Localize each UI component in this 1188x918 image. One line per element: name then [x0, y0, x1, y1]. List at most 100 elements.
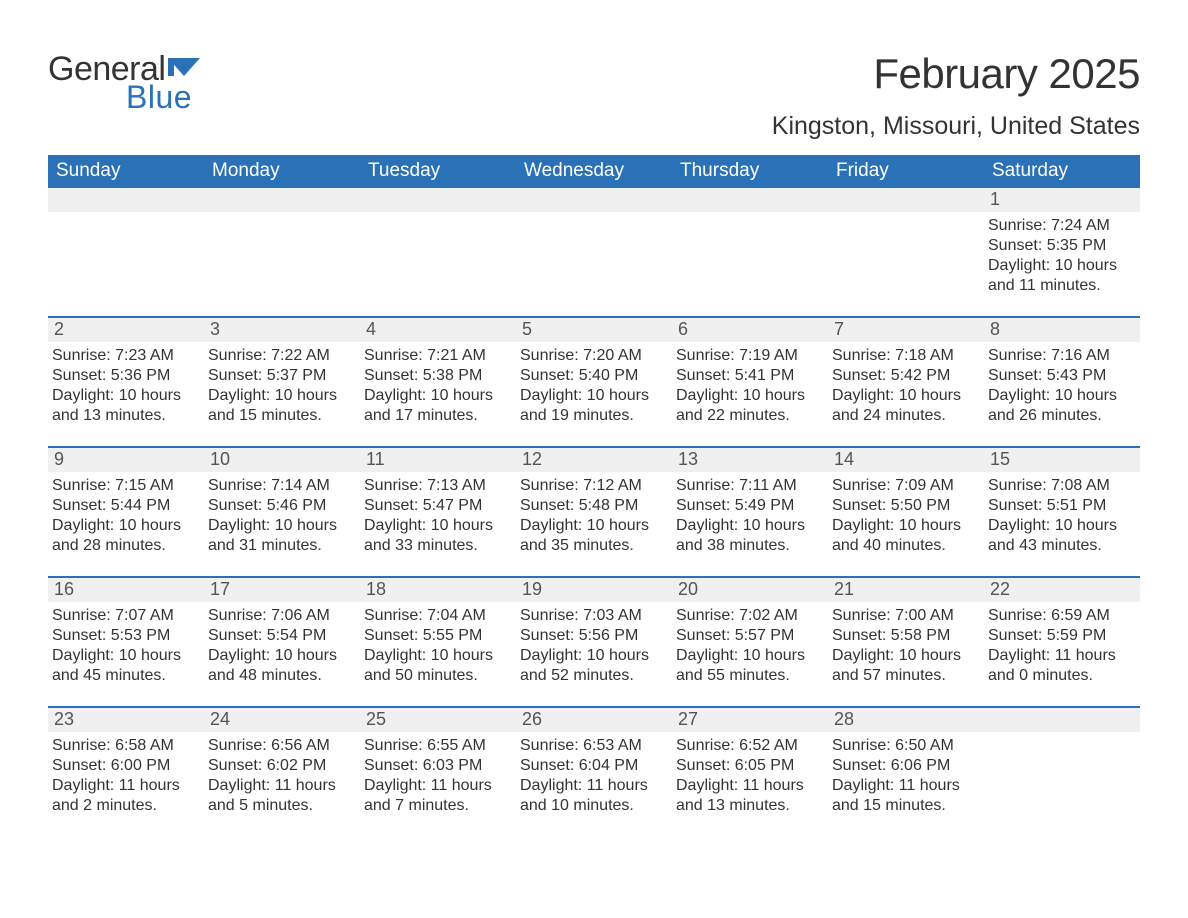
day-number: 6	[678, 319, 688, 339]
day-number: 22	[990, 579, 1010, 599]
page-header: General Blue February 2025 Kingston, Mis…	[48, 50, 1140, 141]
day-info: Sunrise: 7:00 AMSunset: 5:58 PMDaylight:…	[828, 602, 976, 686]
day-of-week-header: SundayMondayTuesdayWednesdayThursdayFrid…	[48, 155, 1140, 188]
calendar-day-cell: 18Sunrise: 7:04 AMSunset: 5:55 PMDayligh…	[360, 578, 516, 706]
daylight-text: Daylight: 10 hours and 57 minutes.	[832, 646, 976, 686]
calendar-day-cell: 28 Sunrise: 6:50 AMSunset: 6:06 PMDayligh…	[828, 708, 984, 836]
daylight-text: Daylight: 11 hours and 0 minutes.	[988, 646, 1132, 686]
sunset-text: Sunset: 5:59 PM	[988, 626, 1132, 646]
day-number: 7	[834, 319, 844, 339]
sunrise-text: Sunrise: 6:55 AM	[364, 736, 508, 756]
daylight-text: Daylight: 11 hours and 10 minutes.	[520, 776, 664, 816]
calendar-day-cell: 21Sunrise: 7:00 AMSunset: 5:58 PMDayligh…	[828, 578, 984, 706]
calendar-day-cell: 13Sunrise: 7:11 AMSunset: 5:49 PMDayligh…	[672, 448, 828, 576]
day-info: Sunrise: 6:50 AMSunset: 6:06 PMDaylight:…	[828, 732, 976, 816]
daylight-text: Daylight: 10 hours and 31 minutes.	[208, 516, 352, 556]
daylight-text: Daylight: 10 hours and 43 minutes.	[988, 516, 1132, 556]
calendar-week: 9Sunrise: 7:15 AMSunset: 5:44 PMDaylight…	[48, 446, 1140, 576]
sunset-text: Sunset: 5:54 PM	[208, 626, 352, 646]
day-number: 10	[210, 449, 230, 469]
day-number: 11	[366, 449, 385, 469]
sunrise-text: Sunrise: 6:53 AM	[520, 736, 664, 756]
sunset-text: Sunset: 5:40 PM	[520, 366, 664, 386]
day-info: Sunrise: 7:21 AMSunset: 5:38 PMDaylight:…	[360, 342, 508, 426]
sunset-text: Sunset: 6:02 PM	[208, 756, 352, 776]
daylight-text: Daylight: 10 hours and 11 minutes.	[988, 256, 1132, 296]
sunset-text: Sunset: 5:35 PM	[988, 236, 1132, 256]
day-info: Sunrise: 7:03 AMSunset: 5:56 PMDaylight:…	[516, 602, 664, 686]
empty-day	[204, 188, 360, 212]
day-info: Sunrise: 7:13 AMSunset: 5:47 PMDaylight:…	[360, 472, 508, 556]
sunset-text: Sunset: 5:47 PM	[364, 496, 508, 516]
sunrise-text: Sunrise: 7:12 AM	[520, 476, 664, 496]
sunrise-text: Sunrise: 6:56 AM	[208, 736, 352, 756]
sunset-text: Sunset: 5:43 PM	[988, 366, 1132, 386]
sunrise-text: Sunrise: 7:11 AM	[676, 476, 820, 496]
calendar-day-cell	[204, 188, 360, 316]
sunrise-text: Sunrise: 7:14 AM	[208, 476, 352, 496]
day-number: 28	[834, 709, 854, 729]
dow-cell: Wednesday	[516, 155, 672, 188]
day-info: Sunrise: 6:52 AMSunset: 6:05 PMDaylight:…	[672, 732, 820, 816]
calendar-day-cell: 6 Sunrise: 7:19 AMSunset: 5:41 PMDaylight…	[672, 318, 828, 446]
day-info: Sunrise: 7:02 AMSunset: 5:57 PMDaylight:…	[672, 602, 820, 686]
calendar-day-cell: 16Sunrise: 7:07 AMSunset: 5:53 PMDayligh…	[48, 578, 204, 706]
title-block: February 2025 Kingston, Missouri, United…	[772, 50, 1140, 141]
sunset-text: Sunset: 5:49 PM	[676, 496, 820, 516]
calendar-day-cell	[672, 188, 828, 316]
day-info: Sunrise: 6:58 AMSunset: 6:00 PMDaylight:…	[48, 732, 196, 816]
day-info: Sunrise: 7:04 AMSunset: 5:55 PMDaylight:…	[360, 602, 508, 686]
sunset-text: Sunset: 6:03 PM	[364, 756, 508, 776]
sunrise-text: Sunrise: 7:15 AM	[52, 476, 196, 496]
sunrise-text: Sunrise: 7:23 AM	[52, 346, 196, 366]
calendar-day-cell: 17Sunrise: 7:06 AMSunset: 5:54 PMDayligh…	[204, 578, 360, 706]
day-number: 19	[522, 579, 542, 599]
calendar-body: 1Sunrise: 7:24 AMSunset: 5:35 PMDaylight…	[48, 188, 1140, 836]
sunrise-text: Sunrise: 7:16 AM	[988, 346, 1132, 366]
calendar-day-cell: 24Sunrise: 6:56 AMSunset: 6:02 PMDayligh…	[204, 708, 360, 836]
sunrise-text: Sunrise: 7:22 AM	[208, 346, 352, 366]
sunset-text: Sunset: 5:55 PM	[364, 626, 508, 646]
sunrise-text: Sunrise: 7:03 AM	[520, 606, 664, 626]
daylight-text: Daylight: 10 hours and 26 minutes.	[988, 386, 1132, 426]
sunrise-text: Sunrise: 7:13 AM	[364, 476, 508, 496]
daylight-text: Daylight: 10 hours and 15 minutes.	[208, 386, 352, 426]
day-info: Sunrise: 7:16 AMSunset: 5:43 PMDaylight:…	[984, 342, 1132, 426]
sunrise-text: Sunrise: 7:24 AM	[988, 216, 1132, 236]
day-info: Sunrise: 7:24 AMSunset: 5:35 PMDaylight:…	[984, 212, 1132, 296]
day-info: Sunrise: 7:22 AMSunset: 5:37 PMDaylight:…	[204, 342, 352, 426]
day-info: Sunrise: 7:23 AMSunset: 5:36 PMDaylight:…	[48, 342, 196, 426]
daylight-text: Daylight: 10 hours and 40 minutes.	[832, 516, 976, 556]
empty-day	[516, 188, 672, 212]
daylight-text: Daylight: 10 hours and 28 minutes.	[52, 516, 196, 556]
dow-cell: Friday	[828, 155, 984, 188]
day-number: 8	[990, 319, 1000, 339]
day-info: Sunrise: 7:11 AMSunset: 5:49 PMDaylight:…	[672, 472, 820, 556]
calendar-day-cell: 5Sunrise: 7:20 AMSunset: 5:40 PMDaylight…	[516, 318, 672, 446]
calendar-day-cell: 12Sunrise: 7:12 AMSunset: 5:48 PMDayligh…	[516, 448, 672, 576]
sunset-text: Sunset: 5:38 PM	[364, 366, 508, 386]
calendar-day-cell	[48, 188, 204, 316]
calendar-day-cell: 11 Sunrise: 7:13 AMSunset: 5:47 PMDayligh…	[360, 448, 516, 576]
day-number: 24	[210, 709, 230, 729]
daylight-text: Daylight: 11 hours and 13 minutes.	[676, 776, 820, 816]
day-number: 9	[54, 449, 64, 469]
calendar: SundayMondayTuesdayWednesdayThursdayFrid…	[48, 155, 1140, 836]
sunset-text: Sunset: 6:04 PM	[520, 756, 664, 776]
sunrise-text: Sunrise: 7:09 AM	[832, 476, 976, 496]
day-number: 23	[54, 709, 74, 729]
daylight-text: Daylight: 10 hours and 22 minutes.	[676, 386, 820, 426]
day-info: Sunrise: 7:19 AMSunset: 5:41 PMDaylight:…	[672, 342, 820, 426]
sunrise-text: Sunrise: 7:19 AM	[676, 346, 820, 366]
calendar-week: 2Sunrise: 7:23 AMSunset: 5:36 PMDaylight…	[48, 316, 1140, 446]
day-info: Sunrise: 7:08 AMSunset: 5:51 PMDaylight:…	[984, 472, 1132, 556]
day-number: 26	[522, 709, 542, 729]
empty-day	[360, 188, 516, 212]
sunrise-text: Sunrise: 7:00 AM	[832, 606, 976, 626]
day-info: Sunrise: 6:53 AMSunset: 6:04 PMDaylight:…	[516, 732, 664, 816]
calendar-day-cell: 7Sunrise: 7:18 AMSunset: 5:42 PMDaylight…	[828, 318, 984, 446]
calendar-day-cell: 26 Sunrise: 6:53 AMSunset: 6:04 PMDayligh…	[516, 708, 672, 836]
sunrise-text: Sunrise: 7:21 AM	[364, 346, 508, 366]
sunrise-text: Sunrise: 7:20 AM	[520, 346, 664, 366]
calendar-week: 1Sunrise: 7:24 AMSunset: 5:35 PMDaylight…	[48, 188, 1140, 316]
